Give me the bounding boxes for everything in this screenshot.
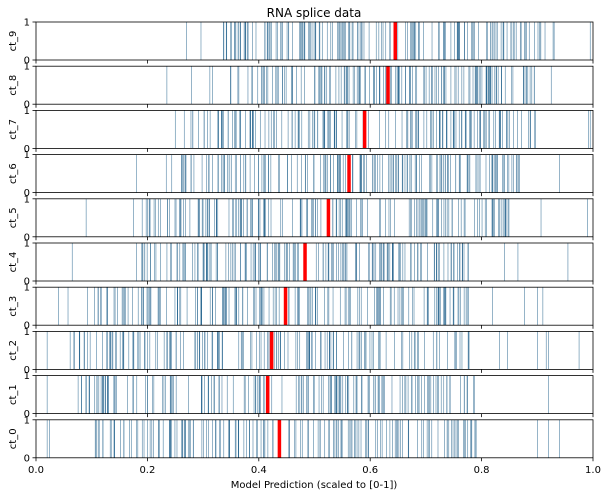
y-tick-label: 0 <box>24 365 30 376</box>
x-tick-label: 0.8 <box>474 465 490 476</box>
panel-frame <box>35 65 594 105</box>
x-tick-label: 1.0 <box>585 465 601 476</box>
y-tick-label: 0 <box>24 56 30 67</box>
series-label: ct_1 <box>8 384 19 405</box>
panel-ct_2: 1 0 ct_2 <box>8 327 594 376</box>
rug-lines <box>71 243 569 281</box>
panel-ct_3: 1 0 ct_3 <box>8 283 594 332</box>
panel-ct_0: 1 0 ct_0 <box>8 415 594 464</box>
y-tick-label: 1 <box>24 371 30 382</box>
panel-frame <box>35 198 594 238</box>
panel-ct_5: 1 0 ct_5 <box>8 194 594 243</box>
panel-ct_4: 1 0 ct_4 <box>8 239 594 288</box>
series-label: ct_3 <box>8 296 19 317</box>
x-tick-label: 0.4 <box>251 465 267 476</box>
y-tick-label: 1 <box>24 327 30 338</box>
rug-lines <box>46 375 549 414</box>
rug-lines <box>166 66 552 105</box>
x-axis: 0.0 0.2 0.4 0.6 0.8 1.0 <box>28 465 601 476</box>
rug-lines <box>46 331 580 370</box>
panel-frame <box>35 110 594 149</box>
panel-frame <box>35 21 594 61</box>
x-tick-label: 0.6 <box>362 465 378 476</box>
panel-frame <box>35 330 594 370</box>
panel-ct_8: 1 0 ct_8 <box>8 62 594 111</box>
y-tick-label: 0 <box>24 453 30 464</box>
chart-title: RNA splice data <box>267 6 362 20</box>
y-tick-label: 1 <box>24 415 30 426</box>
y-tick-label: 1 <box>24 18 30 29</box>
panel-frame <box>35 286 594 326</box>
rug-lines <box>46 419 560 458</box>
y-tick-label: 1 <box>24 106 30 117</box>
series-label: ct_2 <box>8 340 19 361</box>
y-tick-label: 0 <box>24 100 30 111</box>
panel-ct_6: 1 0 ct_6 <box>8 150 594 199</box>
rug-lines <box>174 110 591 149</box>
rug-lines <box>186 22 591 60</box>
panel-ct_9: 1 0 ct_9 <box>8 18 594 67</box>
rug-lines <box>58 287 544 326</box>
y-tick-label: 0 <box>24 277 30 288</box>
y-tick-label: 1 <box>24 283 30 294</box>
series-label: ct_0 <box>8 428 19 449</box>
series-label: ct_8 <box>8 75 19 96</box>
series-label: ct_5 <box>8 207 19 228</box>
y-tick-label: 0 <box>24 409 30 420</box>
y-tick-label: 0 <box>24 232 30 243</box>
series-label: ct_4 <box>8 252 19 273</box>
y-tick-label: 0 <box>24 188 30 199</box>
y-tick-label: 1 <box>24 194 30 205</box>
panel-ct_7: 1 0 ct_7 <box>8 106 594 155</box>
x-tick-label: 0.2 <box>139 465 155 476</box>
panel-frame <box>35 419 594 459</box>
panel-frame <box>35 375 594 415</box>
series-label: ct_7 <box>8 119 19 140</box>
series-label: ct_6 <box>8 163 19 184</box>
y-tick-label: 0 <box>24 321 30 332</box>
series-label: ct_9 <box>8 31 19 52</box>
panel-frame <box>35 154 594 194</box>
panels: 10ct_910ct_810ct_710ct_610ct_510ct_410ct… <box>8 18 594 464</box>
x-tick-label: 0.0 <box>28 465 44 476</box>
y-tick-label: 0 <box>24 144 30 155</box>
x-axis-label: Model Prediction (scaled to [0-1]) <box>231 480 398 491</box>
y-tick-label: 1 <box>24 239 30 250</box>
panel-ct_1: 1 0 ct_1 <box>8 371 594 420</box>
rug-lines <box>135 154 560 193</box>
y-tick-label: 1 <box>24 150 30 161</box>
rug-lines <box>85 198 588 237</box>
panel-frame <box>35 242 594 282</box>
y-tick-label: 1 <box>24 62 30 73</box>
